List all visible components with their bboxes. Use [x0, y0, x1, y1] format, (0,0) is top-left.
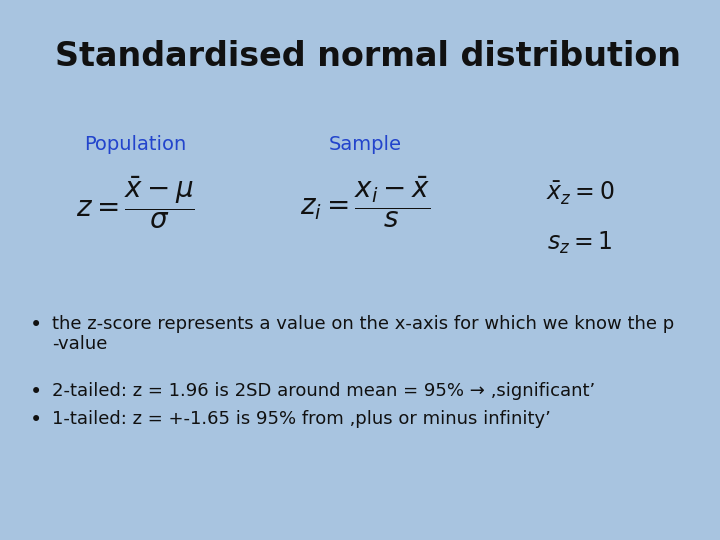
- Text: -value: -value: [52, 335, 107, 353]
- Text: the z-score represents a value on the x-axis for which we know the p: the z-score represents a value on the x-…: [52, 315, 674, 333]
- Text: •: •: [30, 315, 42, 335]
- Text: Sample: Sample: [328, 135, 402, 154]
- Text: •: •: [30, 410, 42, 430]
- Text: $\bar{x}_z = 0$: $\bar{x}_z = 0$: [546, 180, 614, 207]
- Text: $s_z = 1$: $s_z = 1$: [547, 230, 613, 256]
- Text: 2-tailed: z = 1.96 is 2SD around mean = 95% → ‚significant’: 2-tailed: z = 1.96 is 2SD around mean = …: [52, 382, 595, 400]
- Text: $z = \dfrac{\bar{x} - \mu}{\sigma}$: $z = \dfrac{\bar{x} - \mu}{\sigma}$: [76, 175, 194, 231]
- Text: Population: Population: [84, 135, 186, 154]
- Text: 1-tailed: z = +-1.65 is 95% from ‚plus or minus infinity’: 1-tailed: z = +-1.65 is 95% from ‚plus o…: [52, 410, 551, 428]
- Text: Standardised normal distribution: Standardised normal distribution: [55, 40, 681, 73]
- Text: $z_i = \dfrac{x_i - \bar{x}}{s}$: $z_i = \dfrac{x_i - \bar{x}}{s}$: [300, 175, 430, 230]
- Text: •: •: [30, 382, 42, 402]
